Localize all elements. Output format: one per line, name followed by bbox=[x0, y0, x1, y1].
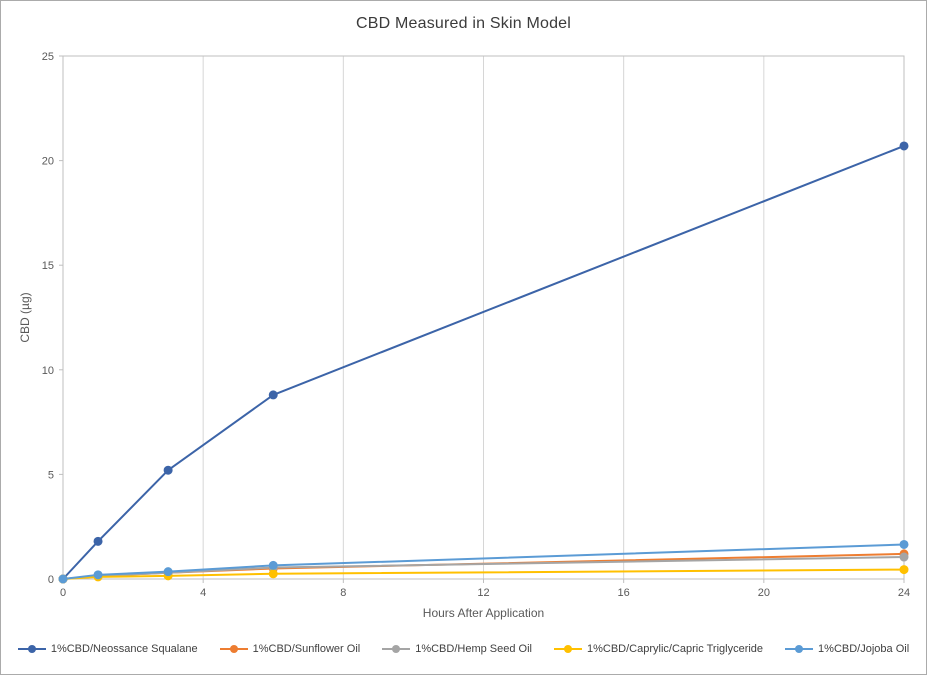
data-point-marker bbox=[58, 574, 68, 584]
chart-legend: 1%CBD/Neossance Squalane 1%CBD/Sunflower … bbox=[1, 643, 926, 655]
y-tick-label: 25 bbox=[42, 51, 54, 63]
x-axis-title: Hours After Application bbox=[423, 606, 544, 620]
legend-marker-icon bbox=[553, 645, 582, 653]
x-tick-label: 12 bbox=[477, 587, 489, 599]
legend-item: 1%CBD/Jojoba Oil bbox=[785, 643, 909, 655]
legend-label: 1%CBD/Hemp Seed Oil bbox=[415, 643, 532, 655]
data-point-marker bbox=[268, 560, 278, 570]
data-point-marker bbox=[163, 465, 173, 475]
y-tick-label: 0 bbox=[48, 574, 54, 586]
x-tick-label: 16 bbox=[618, 587, 630, 599]
x-tick-label: 4 bbox=[200, 587, 206, 599]
x-tick-label: 24 bbox=[898, 587, 910, 599]
legend-label: 1%CBD/Caprylic/Capric Triglyceride bbox=[586, 643, 764, 655]
data-point-marker bbox=[268, 569, 278, 579]
legend-marker-icon bbox=[785, 645, 814, 653]
legend-label: 1%CBD/Jojoba Oil bbox=[818, 643, 910, 655]
x-tick-label: 0 bbox=[60, 587, 66, 599]
chart-title: CBD Measured in Skin Model bbox=[355, 15, 572, 32]
data-point-marker bbox=[163, 567, 173, 577]
data-point-marker bbox=[899, 552, 909, 562]
data-point-marker bbox=[899, 141, 909, 151]
y-tick-label: 5 bbox=[48, 469, 54, 481]
legend-item: 1%CBD/Sunflower Oil bbox=[219, 643, 361, 655]
data-point-marker bbox=[268, 390, 278, 400]
data-point-marker bbox=[93, 570, 103, 580]
legend-marker-icon bbox=[17, 645, 46, 653]
data-point-marker bbox=[899, 539, 909, 549]
legend-label: 1%CBD/Sunflower Oil bbox=[252, 643, 361, 655]
x-tick-label: 20 bbox=[758, 587, 770, 599]
legend-marker-icon bbox=[219, 645, 248, 653]
data-point-marker bbox=[93, 536, 103, 546]
legend-item: 1%CBD/Hemp Seed Oil bbox=[382, 643, 532, 655]
x-tick-label: 8 bbox=[340, 587, 346, 599]
legend-item: 1%CBD/Caprylic/Capric Triglyceride bbox=[553, 643, 764, 655]
y-tick-label: 20 bbox=[42, 156, 54, 168]
legend-marker-icon bbox=[382, 645, 411, 653]
data-point-marker bbox=[899, 565, 909, 575]
legend-label: 1%CBD/Neossance Squalane bbox=[50, 643, 198, 655]
legend-item: 1%CBD/Neossance Squalane bbox=[17, 643, 198, 655]
y-tick-label: 10 bbox=[42, 365, 54, 377]
y-tick-label: 15 bbox=[42, 260, 54, 272]
y-axis-title: CBD (µg) bbox=[18, 292, 32, 342]
